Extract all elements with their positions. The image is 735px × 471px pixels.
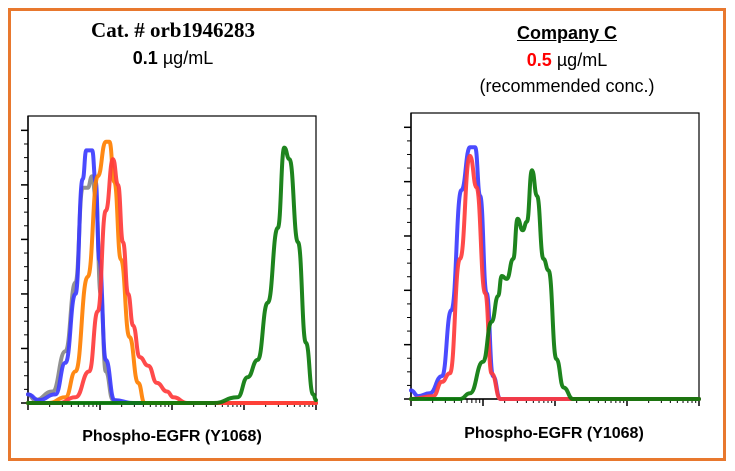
right-concentration: 0.5 µg/mL — [467, 50, 667, 71]
left-conc-value: 0.1 — [132, 48, 158, 68]
left-concentration: 0.1 µg/mL — [73, 48, 273, 69]
right-title: Company C — [516, 23, 617, 43]
left-conc-unit: µg/mL — [157, 48, 214, 68]
left-x-axis-label: Phospho-EGFR (Y1068) — [82, 428, 262, 445]
right-conc-unit: µg/mL — [551, 50, 608, 70]
right-x-axis-label: Phospho-EGFR (Y1068) — [464, 425, 644, 442]
left-title: Cat. # orb1946283 — [91, 18, 255, 42]
histogram-series-5 — [26, 145, 318, 406]
histogram-series-3 — [409, 168, 701, 402]
histogram-series-2 — [26, 148, 318, 406]
histogram-panel-2 — [404, 112, 701, 406]
histogram-series-2 — [409, 153, 701, 402]
right-conc-value: 0.5 — [526, 50, 552, 70]
histogram-series-4 — [26, 157, 318, 406]
figure-frame — [8, 8, 726, 461]
right-note: (recommended conc.) — [479, 76, 655, 96]
histogram-panel-1 — [21, 115, 318, 410]
